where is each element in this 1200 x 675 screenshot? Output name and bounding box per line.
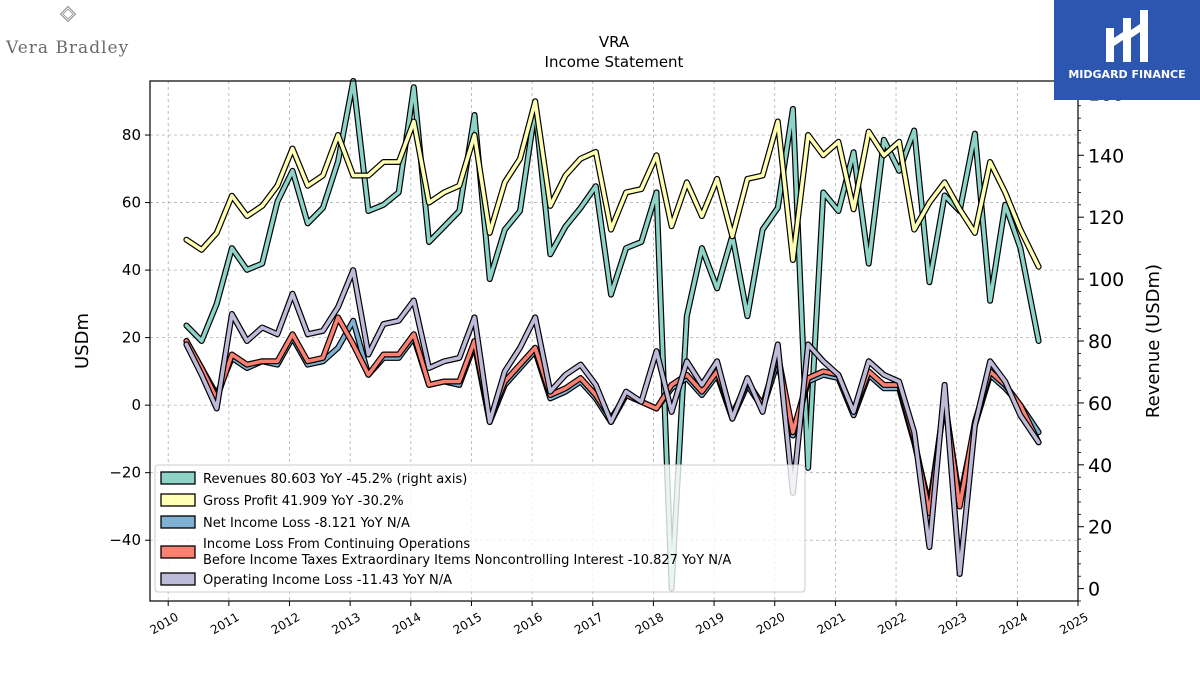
series-line-stroke — [184, 79, 1041, 591]
y-axis-right: 020406080100120140160 — [1078, 80, 1124, 602]
x-tick-label: 2015 — [451, 610, 484, 637]
x-tick-label: 2018 — [633, 610, 666, 637]
y2-tick-label: 20 — [1088, 517, 1112, 539]
x-tick-label: 2021 — [815, 610, 848, 637]
y2-tick-label: 60 — [1088, 393, 1112, 415]
legend-entry: Gross Profit 41.909 YoY -30.2% — [203, 494, 404, 509]
legend-entry-line: Before Income Taxes Extraordinary Items … — [203, 553, 731, 568]
series-line-stroke — [184, 268, 1041, 576]
legend-swatch — [160, 572, 196, 586]
y2-tick-label: 80 — [1088, 331, 1112, 353]
y-tick-label: 60 — [122, 194, 141, 212]
midgard-finance-logo: MIDGARD FINANCE — [1054, 0, 1200, 100]
y-tick-label: −40 — [109, 531, 141, 549]
x-axis: 2010 2011 2012 2013 2014 2015 2016 2017 2018 2019… — [147, 601, 1091, 637]
legend-swatch — [160, 493, 196, 507]
chart-subtitle: Income Statement — [545, 53, 684, 71]
legend-swatch — [160, 515, 196, 529]
y2-tick-label: 40 — [1088, 455, 1112, 477]
y2-tick-label: 0 — [1088, 579, 1100, 601]
legend-entry-line: Income Loss From Continuing Operations — [203, 537, 470, 552]
vera-bradley-logo: Vera Bradley — [6, 4, 130, 60]
legend-entry: Revenues 80.603 YoY -45.2% (right axis) — [203, 472, 467, 487]
y2-tick-label: 140 — [1088, 145, 1124, 167]
x-tick-label: 2023 — [936, 610, 969, 637]
y-tick-label: 40 — [122, 261, 141, 279]
y2-tick-label: 100 — [1088, 269, 1124, 291]
vera-bradley-wordmark: Vera Bradley — [6, 38, 130, 58]
y-axis-left: −40 −20 0 20 40 60 80 — [109, 126, 150, 549]
legend-swatch — [160, 471, 196, 485]
legend: Revenues 80.603 YoY -45.2% (right axis) … — [154, 464, 806, 593]
y-tick-label: 80 — [122, 126, 141, 144]
legend-entry: Operating Income Loss -11.43 YoY N/A — [203, 573, 452, 588]
y-tick-label: 0 — [131, 396, 141, 414]
y2-axis-label: Revenue (USDm) — [1143, 264, 1164, 418]
chart-title: VRA — [599, 33, 630, 51]
x-tick-label: 2025 — [1057, 610, 1090, 637]
legend-entry: Income Loss From Continuing Operations Be… — [203, 537, 731, 568]
y-tick-label: 20 — [122, 329, 141, 347]
legend-box — [154, 464, 806, 593]
series-line-outline — [183, 98, 1042, 270]
x-tick-label: 2019 — [693, 610, 726, 637]
x-tick-label: 2016 — [511, 610, 544, 637]
x-tick-label: 2013 — [329, 610, 362, 637]
series-line-4 — [183, 267, 1042, 577]
midgard-finance-logo-icon — [1106, 10, 1148, 62]
x-tick-label: 2011 — [208, 610, 241, 637]
series-line-stroke — [184, 99, 1041, 269]
vera-bradley-logo-icon — [60, 6, 76, 22]
series-line-1 — [183, 98, 1042, 270]
series-layer — [183, 78, 1042, 592]
series-line-0 — [183, 78, 1042, 592]
legend-swatch — [160, 545, 196, 559]
midgard-finance-wordmark: MIDGARD FINANCE — [1068, 68, 1186, 81]
y-axis-label: USDm — [72, 313, 93, 369]
x-tick-label: 2012 — [269, 610, 302, 637]
x-tick-label: 2024 — [997, 610, 1030, 637]
y2-tick-label: 120 — [1088, 207, 1124, 229]
legend-entry: Net Income Loss -8.121 YoY N/A — [203, 516, 410, 531]
y-tick-label: −20 — [109, 464, 141, 482]
x-tick-label: 2020 — [754, 610, 787, 637]
x-tick-label: 2010 — [147, 610, 180, 637]
x-tick-label: 2017 — [572, 610, 605, 637]
x-tick-label: 2014 — [390, 610, 423, 637]
x-tick-label: 2022 — [875, 610, 908, 637]
